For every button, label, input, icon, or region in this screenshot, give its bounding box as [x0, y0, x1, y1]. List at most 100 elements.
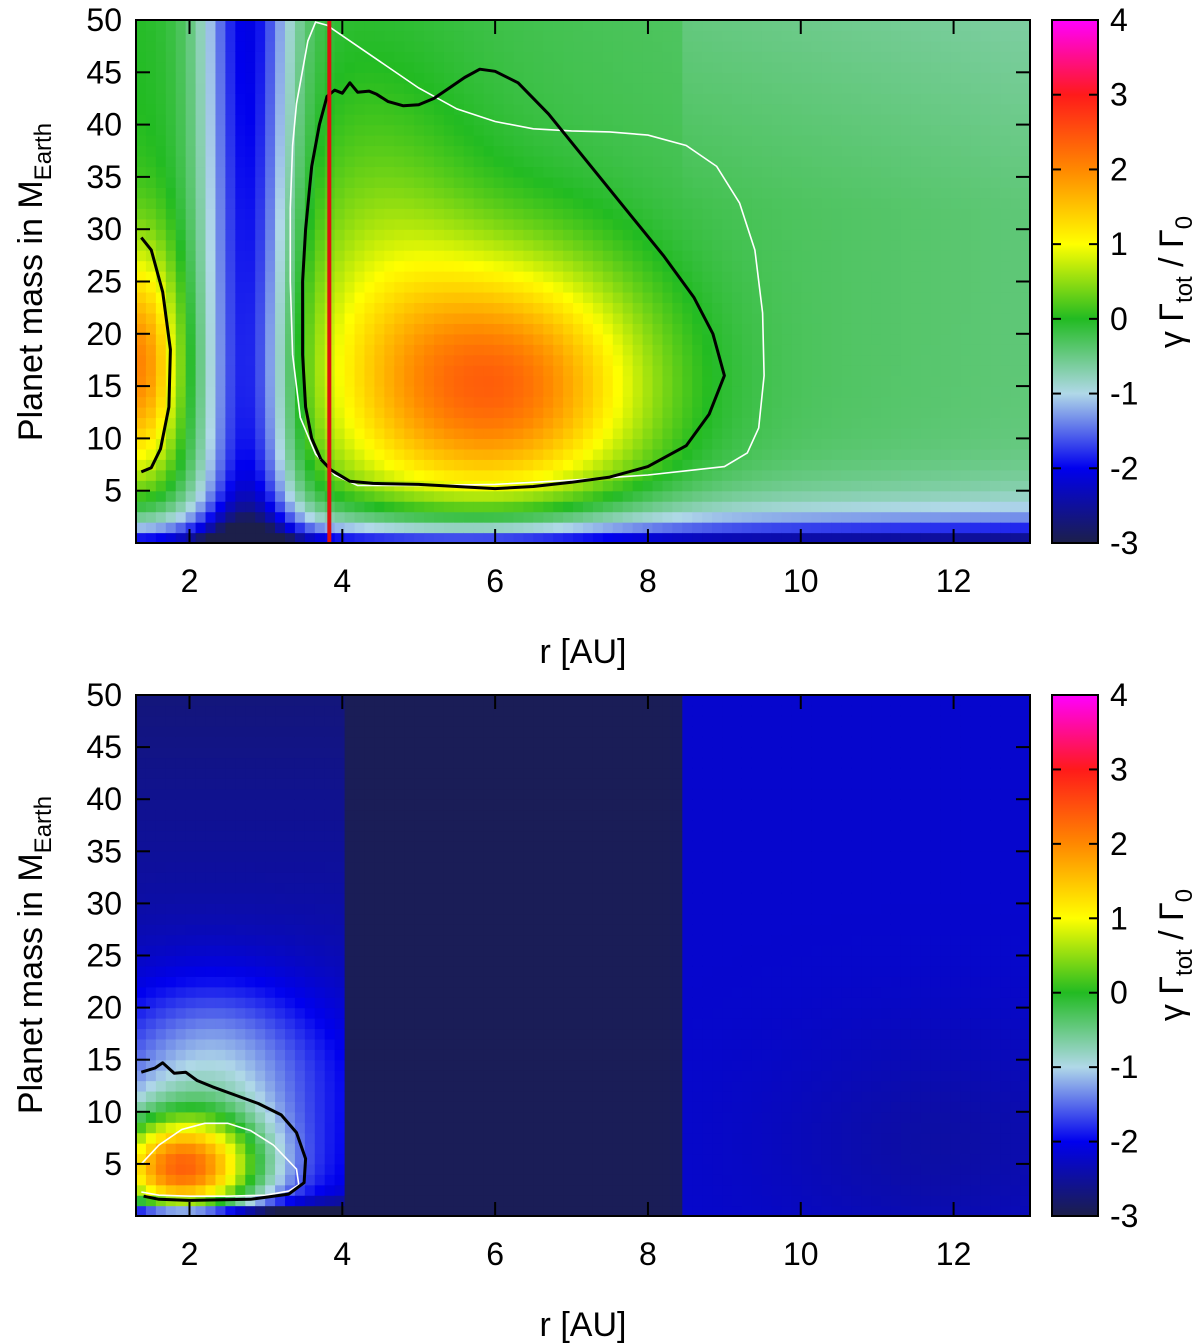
heatmap-cell [294, 239, 306, 251]
heatmap-cell [453, 448, 465, 460]
heatmap-cell [215, 511, 226, 523]
heatmap-cell [195, 945, 207, 957]
heatmap-cell [195, 417, 207, 429]
heatmap-cell [394, 145, 405, 157]
heatmap-cell [195, 312, 207, 324]
heatmap-cell [960, 396, 971, 408]
heatmap-cell [573, 250, 584, 262]
heatmap-cell [165, 924, 177, 936]
heatmap-cell [265, 480, 276, 492]
heatmap-cell [265, 176, 276, 188]
heatmap-cell [950, 480, 962, 492]
heatmap-cell [702, 459, 713, 471]
heatmap-cell [801, 281, 813, 293]
heatmap-cell [761, 40, 773, 52]
heatmap-cell [543, 291, 554, 304]
heatmap-cell [841, 333, 852, 345]
heatmap-cell [434, 427, 445, 439]
heatmap-cell [434, 250, 445, 262]
heatmap-cell [384, 20, 395, 32]
heatmap-cell [583, 229, 594, 241]
heatmap-cell [632, 229, 644, 241]
heatmap-cell [255, 218, 266, 230]
heatmap-cell [245, 469, 256, 481]
heatmap-cell [612, 114, 624, 126]
heatmap-cell [354, 438, 366, 450]
heatmap-cell [185, 1205, 197, 1216]
heatmap-cell [761, 145, 773, 157]
heatmap-cell [473, 333, 485, 345]
heatmap-cell [175, 93, 187, 105]
heatmap-cell [145, 271, 157, 283]
heatmap-cell [751, 239, 763, 251]
heatmap-cell [960, 72, 971, 84]
heatmap-cell [662, 291, 673, 304]
heatmap-cell [950, 344, 962, 356]
heatmap-cell [205, 229, 217, 241]
heatmap-cell [523, 260, 534, 272]
heatmap-cell [652, 30, 664, 42]
heatmap-cell [165, 229, 177, 241]
heatmap-cell [652, 208, 664, 220]
heatmap-cell [344, 208, 356, 220]
heatmap-cell [930, 197, 942, 209]
heatmap-cell [990, 354, 1001, 366]
heatmap-cell [195, 1028, 207, 1040]
heatmap-cell [722, 375, 733, 387]
heatmap-cell [424, 344, 435, 356]
heatmap-cell [791, 407, 803, 419]
heatmap-cell [592, 187, 604, 199]
heatmap-cell [861, 155, 872, 168]
heatmap-cell [890, 291, 902, 304]
heatmap-cell [285, 40, 296, 52]
heatmap-cell [394, 511, 405, 523]
heatmap-cell [970, 501, 981, 513]
heatmap-cell [463, 82, 475, 94]
heatmap-cell [831, 187, 842, 199]
heatmap-cell [165, 427, 177, 439]
heatmap-cell [821, 103, 832, 115]
heatmap-cell [930, 51, 942, 63]
heatmap-cell [682, 229, 693, 241]
heatmap-cell [672, 323, 683, 335]
heatmap-cell [940, 312, 952, 324]
heatmap-cell [583, 135, 594, 147]
heatmap-cell [682, 469, 693, 481]
heatmap-cell [652, 459, 664, 471]
heatmap-cell [493, 417, 505, 429]
heatmap-cell [424, 354, 435, 366]
heatmap-cell [404, 386, 415, 398]
heatmap-cell [175, 103, 187, 115]
heatmap-cell [1000, 30, 1011, 42]
heatmap-cell [205, 1111, 217, 1123]
heatmap-cell [443, 459, 455, 471]
heatmap-cell [533, 218, 544, 230]
heatmap-cell [155, 1153, 167, 1165]
heatmap-cell [205, 239, 217, 251]
heatmap-cell [414, 532, 425, 543]
heatmap-cell [910, 323, 922, 335]
heatmap-cell [990, 229, 1001, 241]
heatmap-cell [503, 365, 515, 377]
heatmap-cell [265, 438, 276, 450]
heatmap-cell [304, 51, 316, 63]
heatmap-cell [354, 291, 366, 304]
heatmap-cell [1020, 501, 1030, 513]
heatmap-cell [453, 344, 465, 356]
heatmap-cell [712, 61, 723, 73]
heatmap-cell [195, 1080, 207, 1092]
heatmap-cell [136, 459, 147, 471]
heatmap-cell [970, 291, 981, 304]
heatmap-cell [155, 767, 167, 779]
heatmap-cell [990, 365, 1001, 377]
heatmap-cell [255, 302, 266, 314]
heatmap-cell [255, 354, 266, 366]
heatmap-cell [980, 459, 991, 471]
heatmap-cell [632, 51, 644, 63]
heatmap-cell [235, 365, 246, 377]
heatmap-cell [145, 522, 157, 534]
heatmap-cell [384, 501, 395, 513]
heatmap-cell [394, 239, 405, 251]
heatmap-cell [175, 1049, 187, 1061]
heatmap-cell [851, 291, 862, 304]
